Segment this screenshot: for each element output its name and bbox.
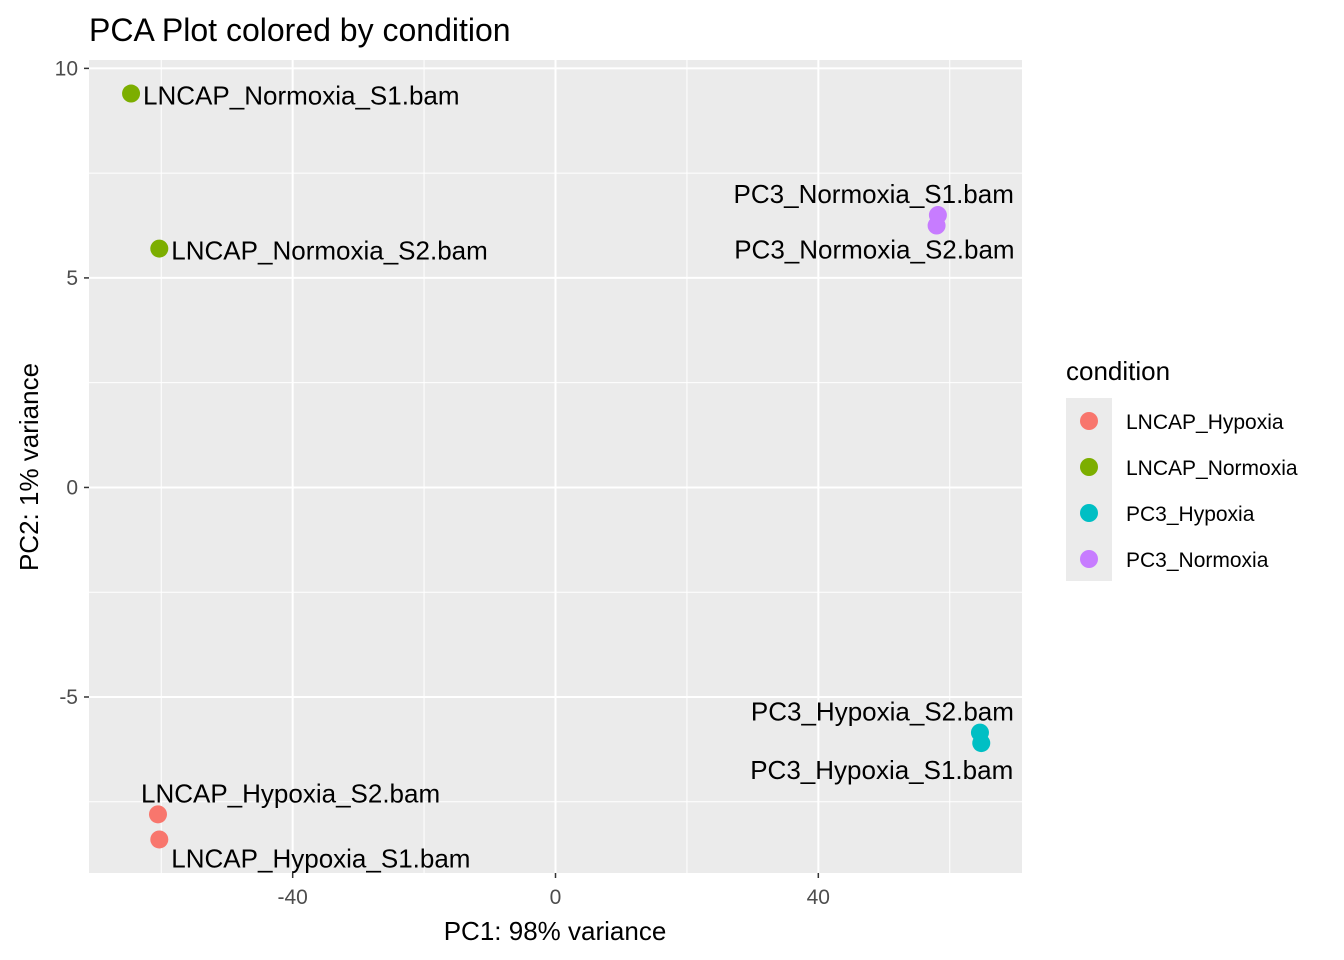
point-labels: LNCAP_Hypoxia_S2.bam LNCAP_Hypoxia_S1.bam…: [141, 81, 1015, 874]
y-tick-label: 0: [66, 476, 78, 499]
legend: condition LNCAP_Hypoxia LNCAP_Normoxia PC3…: [1066, 356, 1298, 581]
data-point: [148, 805, 167, 824]
x-axis-title: PC1: 98% variance: [444, 916, 667, 946]
point-label: PC3_Normoxia_S1.bam: [734, 179, 1014, 209]
legend-label: LNCAP_Hypoxia: [1126, 411, 1284, 434]
data-point: [927, 216, 946, 235]
data-point: [972, 734, 991, 753]
x-tick-label: 0: [550, 886, 562, 909]
legend-key: [1080, 412, 1098, 430]
legend-key: [1080, 550, 1098, 568]
legend-label: LNCAP_Normoxia: [1126, 457, 1298, 480]
legend-label: PC3_Normoxia: [1126, 549, 1269, 572]
point-label: LNCAP_Normoxia_S2.bam: [171, 236, 487, 266]
y-tick-label: 10: [55, 57, 78, 80]
major-gridlines: [89, 60, 1022, 873]
data-points: [122, 84, 991, 849]
point-label: LNCAP_Hypoxia_S1.bam: [171, 843, 470, 873]
point-label: LNCAP_Hypoxia_S2.bam: [141, 778, 440, 808]
point-label: PC3_Hypoxia_S1.bam: [750, 755, 1013, 785]
legend-label: PC3_Hypoxia: [1126, 503, 1255, 526]
axis-ticks: -40 0 40 -5 0 5 10: [55, 57, 830, 909]
x-tick-label: -40: [278, 886, 308, 909]
data-point: [122, 84, 141, 103]
point-label: PC3_Hypoxia_S2.bam: [751, 697, 1014, 727]
chart-title: PCA Plot colored by condition: [89, 12, 511, 48]
y-tick-label: 5: [66, 267, 78, 290]
point-label: LNCAP_Normoxia_S1.bam: [143, 81, 459, 111]
data-point: [150, 239, 169, 258]
legend-key: [1080, 504, 1098, 522]
legend-title: condition: [1066, 356, 1170, 386]
point-label: PC3_Normoxia_S2.bam: [734, 235, 1014, 265]
y-tick-label: -5: [59, 686, 78, 709]
legend-key: [1080, 458, 1098, 476]
x-tick-label: 40: [807, 886, 830, 909]
data-point: [150, 830, 169, 849]
y-axis-title: PC2: 1% variance: [14, 363, 44, 571]
